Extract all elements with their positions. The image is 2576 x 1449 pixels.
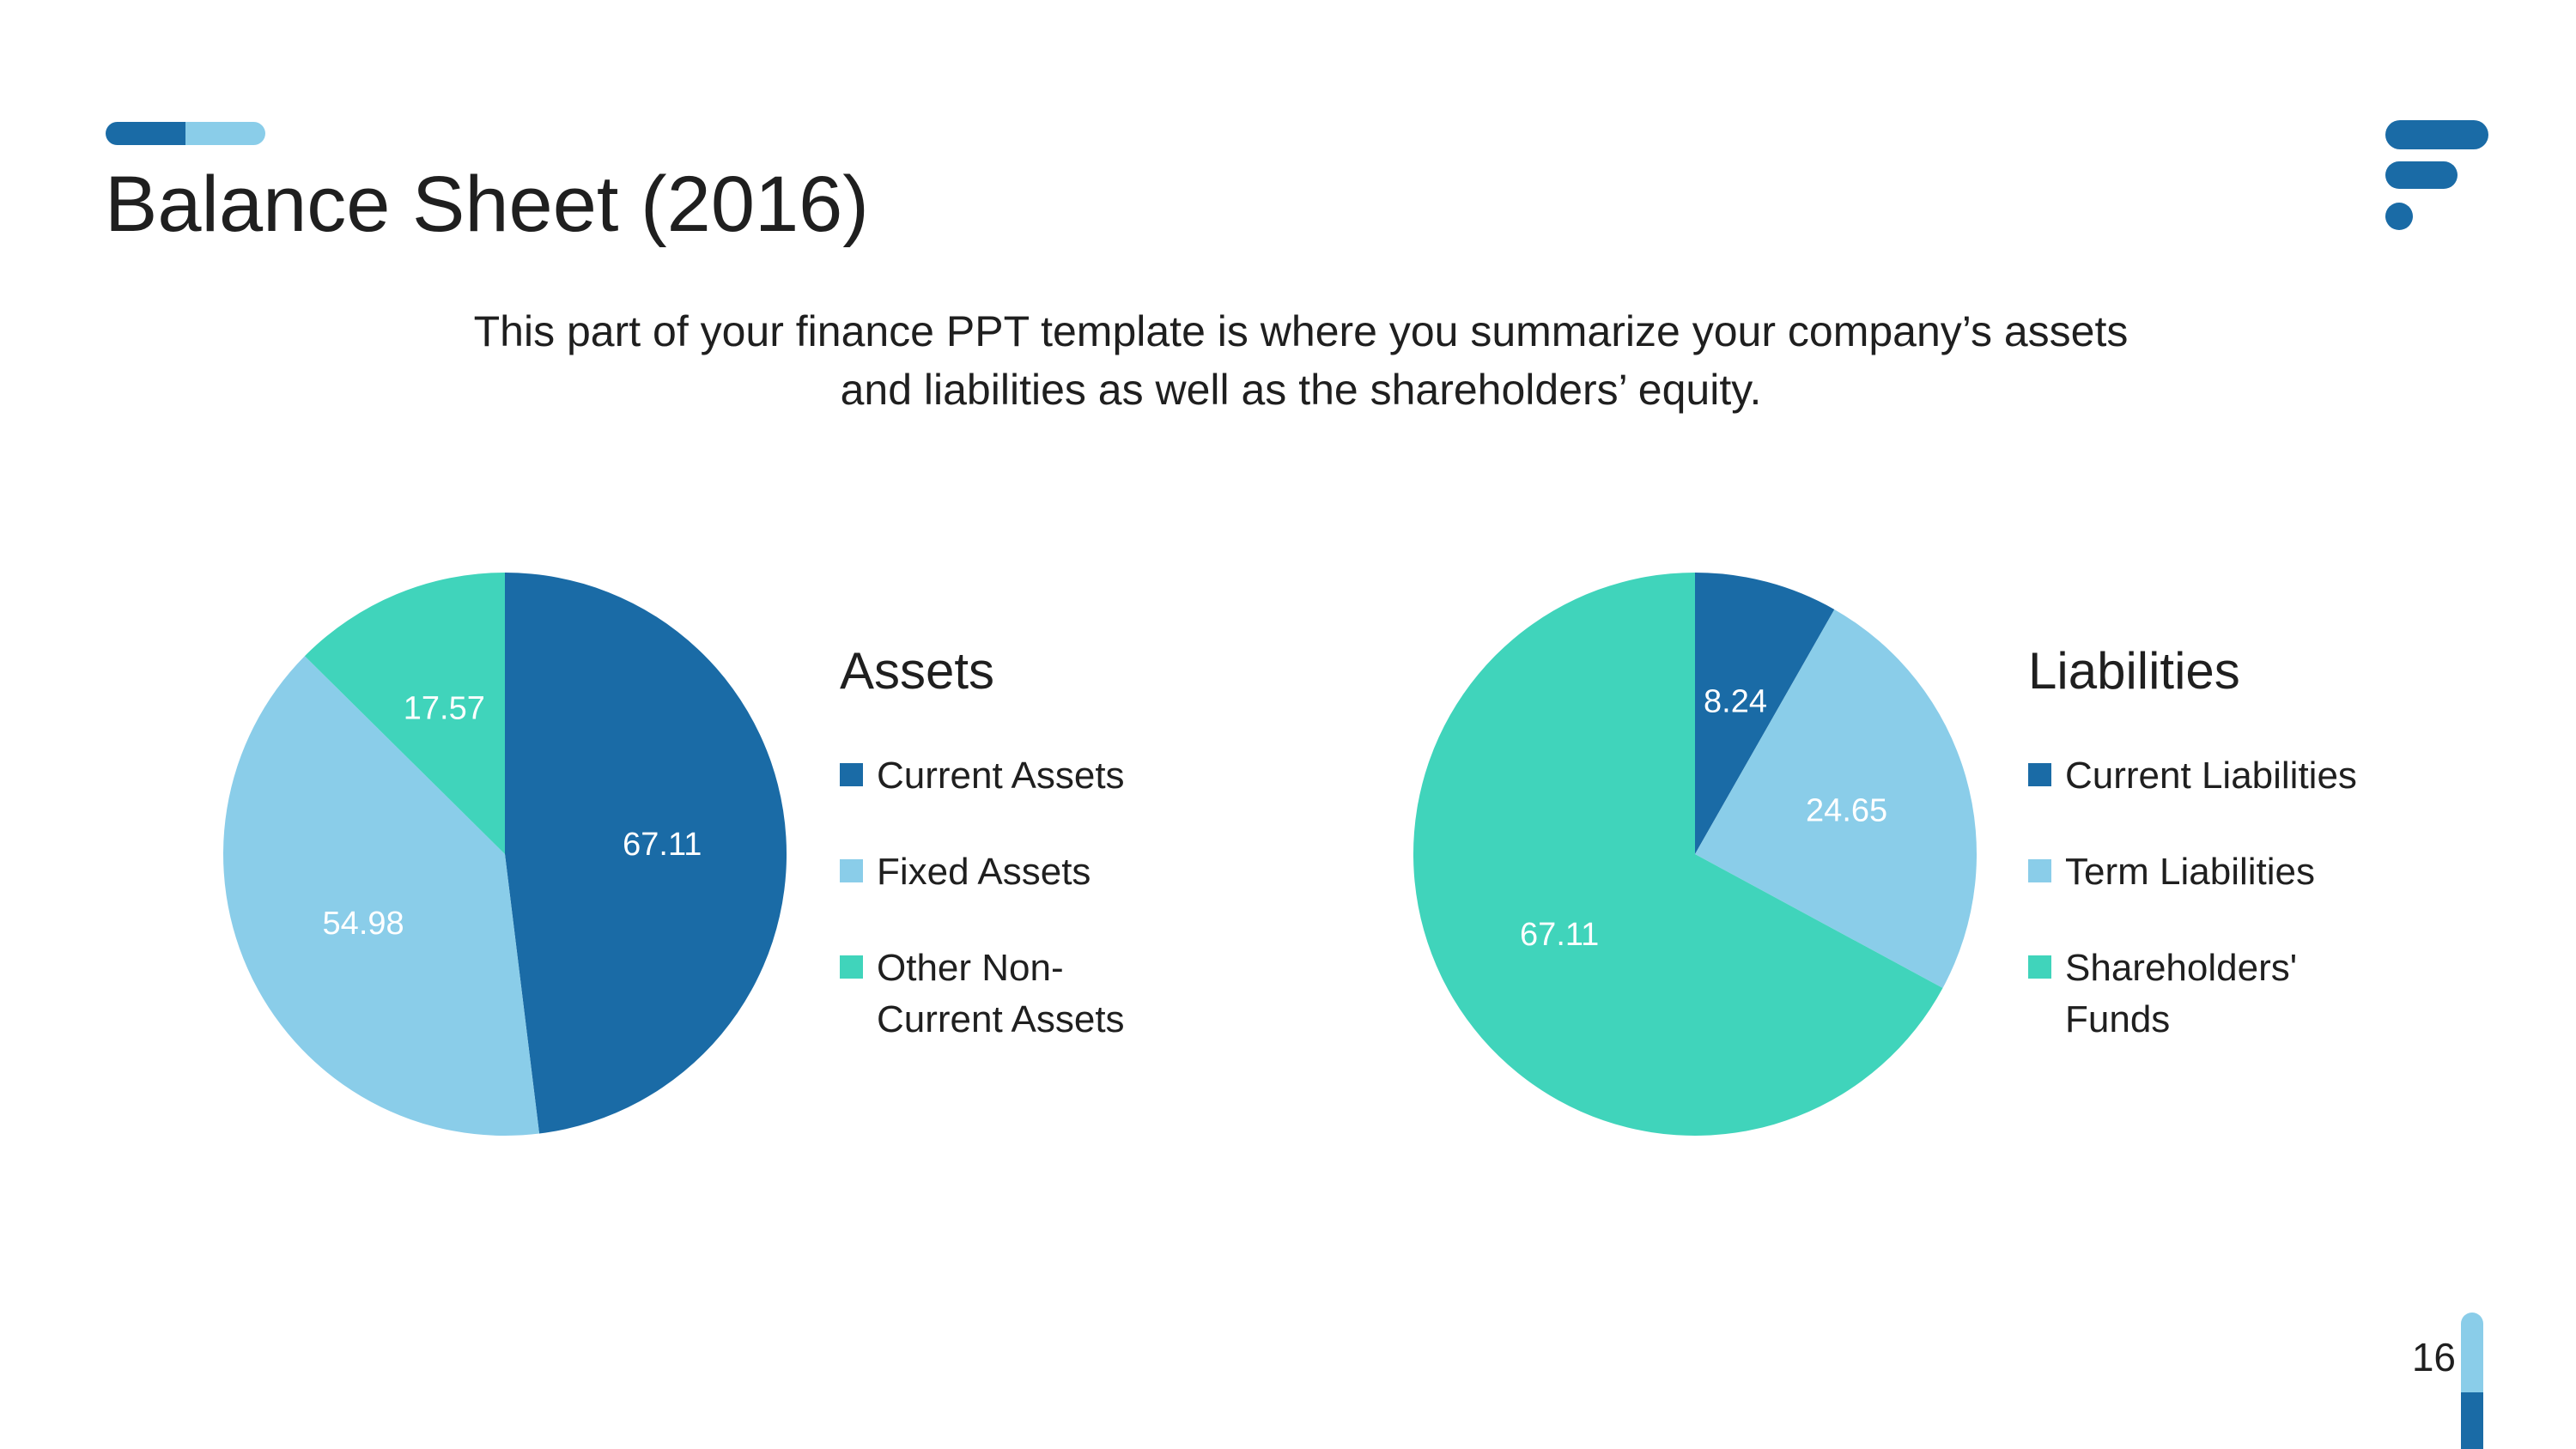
data-label: 54.98 xyxy=(323,906,404,942)
pie-slice-shareholders-funds xyxy=(1413,573,1943,1136)
data-label: 17.57 xyxy=(404,691,485,727)
pie-slice-other-non-current-assets xyxy=(304,573,505,854)
legend-label: Current Liabilities xyxy=(2065,755,2357,797)
legend-swatch xyxy=(2028,955,2051,979)
pie-slice-current-assets xyxy=(505,573,787,1134)
pie-slice-fixed-assets xyxy=(223,656,540,1137)
liabilities-chart-title: Liabilities xyxy=(2028,642,2240,700)
legend-swatch xyxy=(840,859,863,882)
page-title: Balance Sheet (2016) xyxy=(105,161,869,248)
data-label: 67.11 xyxy=(1520,917,1599,953)
legend-label: Fixed Assets xyxy=(877,851,1091,893)
legend-item-other-non-current-assets: Other Non- Current Assets xyxy=(840,943,1134,1046)
legend-label: Other Non- Current Assets xyxy=(877,947,1125,1040)
page-number: 16 xyxy=(2411,1335,2456,1379)
subtitle-line-2: and liabilities as well as the sharehold… xyxy=(840,366,1762,414)
legend-label: Term Liabilities xyxy=(2065,851,2315,893)
slide-subtitle: This part of your finance PPT template i… xyxy=(378,302,2224,419)
data-label: 67.11 xyxy=(623,827,702,863)
legend-swatch xyxy=(840,955,863,979)
legend-swatch xyxy=(840,763,863,786)
legend-label: Current Assets xyxy=(877,755,1125,797)
corner-accent-light xyxy=(2461,1313,2483,1398)
liabilities-legend: Liabilities Current Liabilities Term Lia… xyxy=(2028,639,2357,1040)
assets-legend: Assets Current Assets Fixed Assets Other… xyxy=(840,639,1125,1040)
corner-accent-bar xyxy=(2461,1313,2483,1449)
subtitle-line-1: This part of your finance PPT template i… xyxy=(473,307,2129,355)
legend-swatch xyxy=(2028,859,2051,882)
accent-bar-light xyxy=(185,122,265,145)
legend-item-current-assets: Current Assets xyxy=(840,750,1160,802)
pie-slice-term-liabilities xyxy=(1695,609,1977,989)
title-accent-bar xyxy=(106,122,265,145)
corner-accent-dark xyxy=(2461,1392,2483,1449)
assets-chart-title: Assets xyxy=(840,642,995,700)
accent-bar-dark xyxy=(106,122,191,145)
legend-item-fixed-assets: Fixed Assets xyxy=(840,846,1160,898)
pie-slice-current-liabilities xyxy=(1695,573,1835,854)
data-label: 24.65 xyxy=(1806,793,1887,829)
legend-label: Shareholders' Funds xyxy=(2065,947,2298,1040)
data-label: 8.24 xyxy=(1704,683,1767,719)
legend-item-term-liabilities: Term Liabilities xyxy=(2028,846,2426,898)
brand-logo-icon xyxy=(2385,120,2488,230)
legend-item-shareholders-funds: Shareholders' Funds xyxy=(2028,943,2323,1046)
legend-swatch xyxy=(2028,763,2051,786)
legend-item-current-liabilities: Current Liabilities xyxy=(2028,750,2426,802)
